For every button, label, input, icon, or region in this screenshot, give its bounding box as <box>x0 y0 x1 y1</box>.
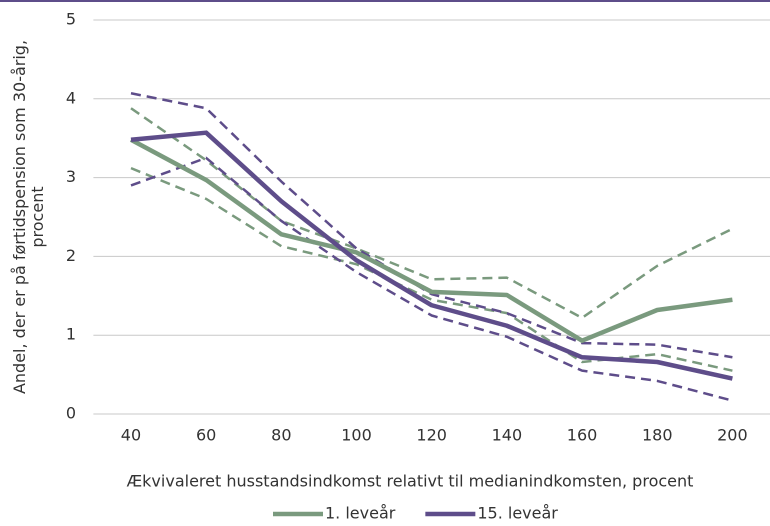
x-tick-label: 100 <box>341 426 372 445</box>
x-tick-label: 180 <box>642 426 673 445</box>
upper-bound-line <box>130 92 733 359</box>
y-tick-label: 1 <box>66 325 76 344</box>
lower-bound-line <box>130 156 733 402</box>
series-line <box>129 137 733 343</box>
x-tick-label: 120 <box>416 426 447 445</box>
x-tick-label: 40 <box>121 426 141 445</box>
y-tick-label: 4 <box>66 88 76 107</box>
x-tick-label: 60 <box>196 426 216 445</box>
x-tick-label: 200 <box>717 426 748 445</box>
x-tick-label: 80 <box>271 426 291 445</box>
legend-label: 15. leveår <box>477 504 558 523</box>
y-tick-label: 5 <box>66 10 76 29</box>
y-axis-label: Andel, der er på førtidspension som 30-å… <box>10 40 47 394</box>
x-tick-label: 140 <box>492 426 523 445</box>
x-axis-label: Ækvivaleret husstandsindkomst relativt t… <box>127 472 694 491</box>
legend-label: 1. leveår <box>325 504 396 523</box>
y-tick-label: 0 <box>66 404 76 423</box>
lower-bound-line <box>130 166 733 372</box>
y-axis-label-line: Andel, der er på førtidspension som 30-å… <box>10 40 29 394</box>
x-tick-label: 160 <box>567 426 598 445</box>
y-axis-label-line: procent <box>28 186 47 247</box>
y-tick-label: 3 <box>66 167 76 186</box>
y-tick-label: 2 <box>66 246 76 265</box>
series-line <box>130 130 733 381</box>
upper-bound-line <box>130 107 733 320</box>
